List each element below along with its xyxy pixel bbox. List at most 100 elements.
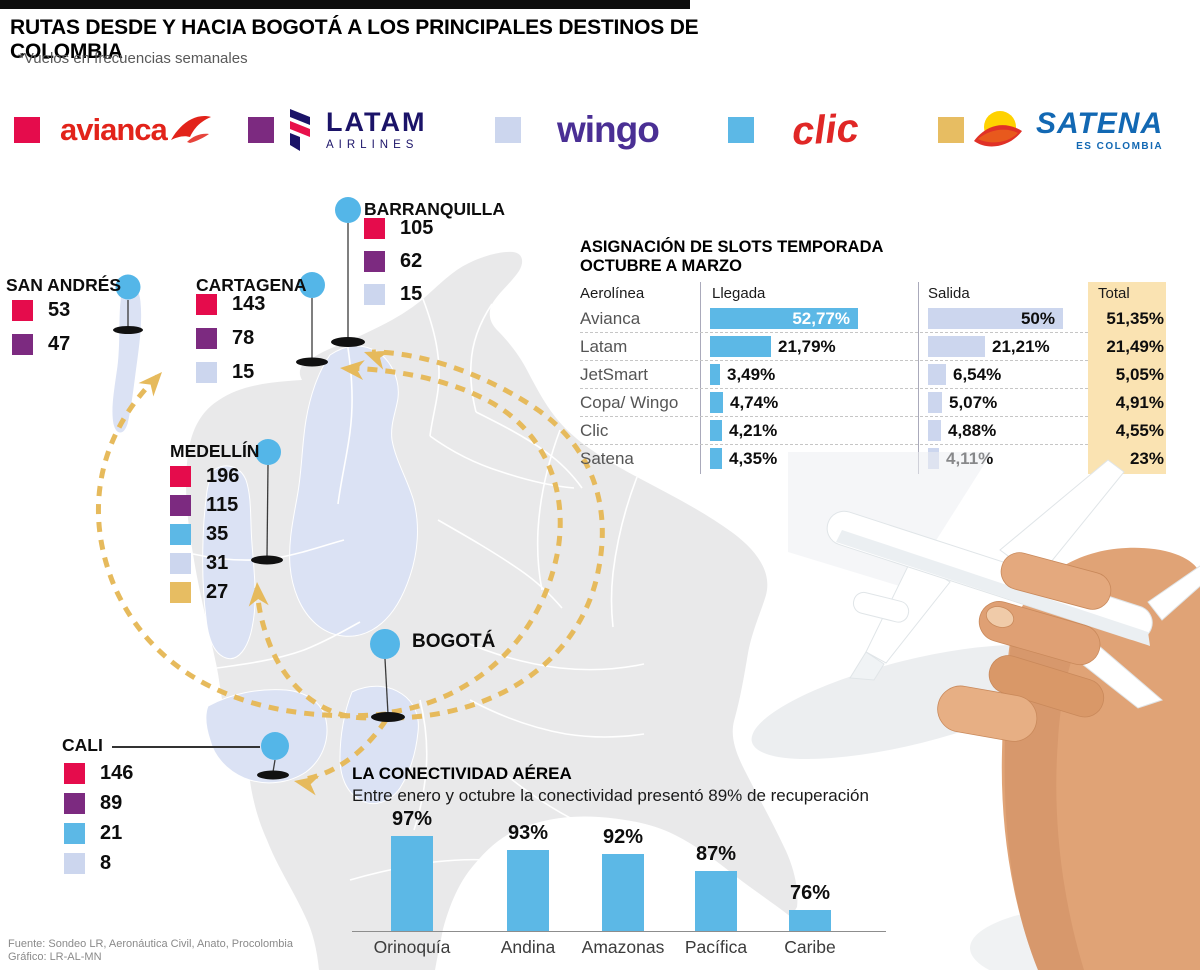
salida-value: 21,21% [992, 337, 1050, 356]
llegada-bar [710, 420, 722, 441]
llegada-value: 4,21% [729, 421, 778, 440]
salida-value: 4,11% [946, 449, 994, 468]
latam-chevron-icon [290, 109, 310, 151]
route-bogota-cartagena [347, 365, 563, 715]
pin-barranquilla [331, 197, 365, 347]
city-label-medellin: MEDELLÍN 196 115 35 31 27 [170, 442, 259, 611]
city-label-cartagena: CARTAGENA 143 78 15 [196, 276, 307, 396]
total-value: 21,49% [1106, 337, 1164, 356]
city-label-cali: CALI 146 89 21 8 [62, 736, 133, 883]
avianca-swatch [64, 763, 85, 784]
llegada-bar [710, 448, 722, 469]
avianca-swatch [12, 300, 33, 321]
satena-logo-sub: ES COLOMBIA [1076, 140, 1164, 152]
llegada-value: 4,35% [729, 449, 778, 468]
total-value: 5,05% [1115, 365, 1164, 384]
salida-bar [928, 420, 941, 441]
connectivity-chart-subtitle: Entre enero y octubre la conectividad pr… [352, 786, 869, 805]
column-header-aerolinea: Aerolínea [580, 285, 645, 302]
latam-swatch [364, 251, 385, 272]
frequency-value: 21 [100, 822, 123, 844]
slots-table-title: ASIGNACIÓN DE SLOTS TEMPORADA [580, 238, 884, 256]
source-line: Fuente: Sondeo LR, Aeronáutica Civil, An… [8, 938, 293, 950]
region-choco [202, 465, 256, 660]
frequency-value: 105 [400, 217, 434, 239]
frequency-value: 78 [232, 327, 255, 349]
city-name: SAN ANDRÉS [6, 275, 122, 295]
satena-logo: SATENA [1036, 106, 1164, 140]
connectivity-bar-value: 93% [507, 822, 549, 844]
legend-item-wingo: wingo [495, 108, 660, 152]
city-name: CALI [62, 735, 103, 755]
clic-swatch [64, 823, 85, 844]
total-value: 4,91% [1115, 393, 1164, 412]
credit-line: Gráfico: LR-AL-MN [8, 951, 102, 963]
city-name: CARTAGENA [196, 275, 307, 295]
satena-color-swatch [938, 117, 964, 143]
frequency-value: 8 [100, 852, 112, 874]
avianca-swatch [170, 466, 191, 487]
city-name: BARRANQUILLA [364, 199, 505, 219]
salida-value: 4,88% [948, 421, 997, 440]
column-header-salida: Salida [928, 285, 970, 302]
wingo-swatch [364, 284, 385, 305]
frequency-row: 31 [170, 552, 259, 574]
frequency-row: 78 [196, 327, 307, 349]
satena-sun-icon [974, 111, 1022, 147]
frequency-value: 47 [48, 333, 71, 355]
route-bogota-sanandres [96, 374, 387, 719]
llegada-bar [710, 392, 723, 413]
frequency-value: 53 [48, 299, 71, 321]
salida-bar [928, 308, 1063, 329]
connectivity-chart-title: LA CONECTIVIDAD AÉREA [352, 764, 572, 783]
salida-value: 6,54% [953, 365, 1002, 384]
table-airline-name: Latam [580, 337, 628, 356]
latam-swatch [170, 495, 191, 516]
frequency-row: 62 [364, 250, 505, 272]
frequency-value: 89 [100, 792, 123, 814]
frequency-row: 143 [196, 293, 307, 315]
latam-color-swatch [248, 117, 274, 143]
table-airline-name: JetSmart [580, 365, 649, 384]
connectivity-category-label: Andina [500, 937, 556, 957]
satena-swatch [170, 582, 191, 603]
avianca-logo: avianca [60, 112, 168, 147]
avianca-color-swatch [14, 117, 40, 143]
slots-table-title-line2: OCTUBRE A MARZO [580, 257, 742, 275]
frequency-row: 21 [64, 822, 133, 844]
page-subtitle: *Vuelos en frecuencias semanales [18, 50, 248, 67]
frequency-value: 143 [232, 293, 266, 315]
llegada-value: 52,77% [792, 309, 850, 328]
pin-cali [257, 732, 289, 780]
avianca-bird-icon [170, 116, 211, 143]
city-label-bogota: BOGOTÁ [412, 631, 496, 652]
city-name: BOGOTÁ [412, 631, 496, 652]
frequency-value: 196 [206, 465, 240, 487]
total-value: 4,55% [1115, 421, 1164, 440]
table-airline-name: Satena [580, 449, 634, 468]
llegada-bar [710, 364, 720, 385]
connectivity-bar [789, 910, 831, 931]
row-separator [580, 360, 1088, 361]
frequency-row: 196 [170, 465, 259, 487]
legend-item-latam: LATAM AIRLINES [248, 108, 426, 152]
salida-bar [928, 392, 942, 413]
avianca-swatch [196, 294, 217, 315]
top-rule [0, 0, 690, 9]
frequency-row: 35 [170, 523, 259, 545]
frequency-value: 35 [206, 523, 229, 545]
frequency-value: 27 [206, 581, 229, 603]
column-header-llegada: Llegada [712, 285, 766, 302]
frequency-value: 31 [206, 552, 229, 574]
legend-item-clic: clic [728, 106, 860, 153]
clic-swatch [170, 524, 191, 545]
salida-bar [928, 336, 985, 357]
route-arrowheads [138, 350, 390, 796]
llegada-value: 4,74% [730, 393, 779, 412]
pin-medellin [251, 439, 283, 565]
connectivity-bar [602, 854, 644, 931]
frequency-row: 27 [170, 581, 259, 603]
table-divider [700, 282, 701, 474]
